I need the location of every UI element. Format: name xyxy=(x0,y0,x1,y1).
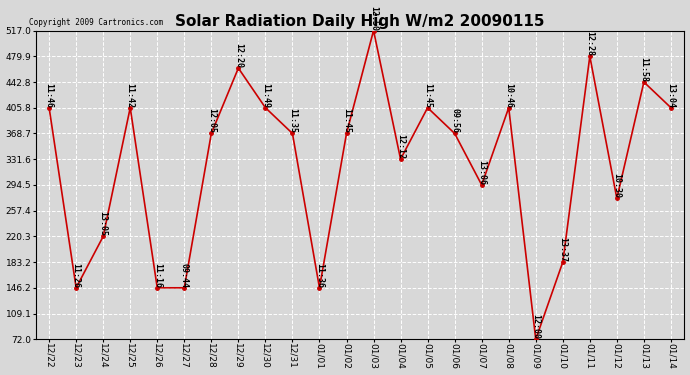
Text: 12:20: 12:20 xyxy=(234,43,243,68)
Text: 12:50: 12:50 xyxy=(369,6,378,30)
Text: 09:44: 09:44 xyxy=(180,263,189,288)
Text: 11:45: 11:45 xyxy=(423,83,432,108)
Text: 11:26: 11:26 xyxy=(72,263,81,288)
Text: 11:49: 11:49 xyxy=(261,83,270,108)
Text: Copyright 2009 Cartronics.com: Copyright 2009 Cartronics.com xyxy=(29,18,164,27)
Text: 11:46: 11:46 xyxy=(45,83,54,108)
Text: 13:05: 13:05 xyxy=(99,211,108,236)
Text: 11:58: 11:58 xyxy=(640,57,649,82)
Text: 11:36: 11:36 xyxy=(315,263,324,288)
Text: 11:45: 11:45 xyxy=(342,108,351,134)
Text: 11:35: 11:35 xyxy=(288,108,297,134)
Text: 10:46: 10:46 xyxy=(504,83,513,108)
Text: 12:28: 12:28 xyxy=(585,31,594,56)
Text: 13:06: 13:06 xyxy=(477,160,486,185)
Text: 10:30: 10:30 xyxy=(612,174,622,198)
Text: 13:37: 13:37 xyxy=(558,237,567,262)
Text: 11:42: 11:42 xyxy=(126,83,135,108)
Text: 12:12: 12:12 xyxy=(396,134,405,159)
Text: 12:05: 12:05 xyxy=(207,108,216,134)
Text: 13:04: 13:04 xyxy=(667,83,676,108)
Text: 09:56: 09:56 xyxy=(450,108,459,134)
Text: 11:16: 11:16 xyxy=(152,263,161,288)
Title: Solar Radiation Daily High W/m2 20090115: Solar Radiation Daily High W/m2 20090115 xyxy=(175,14,545,29)
Text: 12:00: 12:00 xyxy=(531,314,540,339)
